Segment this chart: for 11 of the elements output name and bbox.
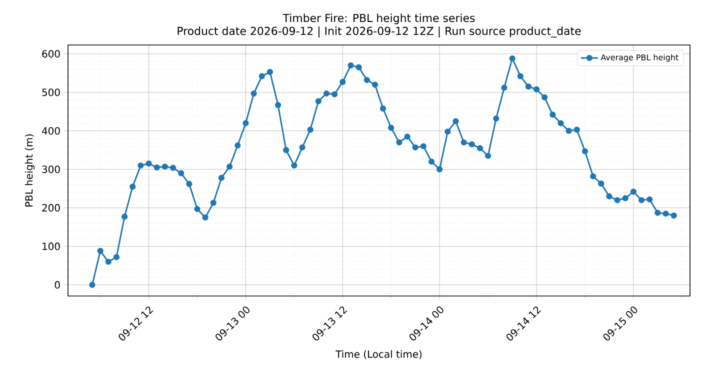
y-tick-label: 400: [42, 127, 60, 135]
y-tick-label: 600: [42, 50, 60, 58]
y-tick-label: 300: [42, 166, 60, 174]
chart-subtitle: Product date 2026-09-12 | Init 2026-09-12 12Z | Run source product_date: [178, 26, 581, 38]
x-axis-title: Time (Local time): [336, 350, 422, 360]
chart-title: Timber Fire: PBL height time series: [282, 14, 475, 24]
y-tick-label: 200: [42, 204, 60, 212]
y-tick-label: 100: [42, 242, 60, 250]
y-tick-label: 500: [42, 88, 60, 96]
y-tick-label: 0: [54, 281, 60, 289]
y-axis-title: PBL height (m): [24, 134, 35, 206]
